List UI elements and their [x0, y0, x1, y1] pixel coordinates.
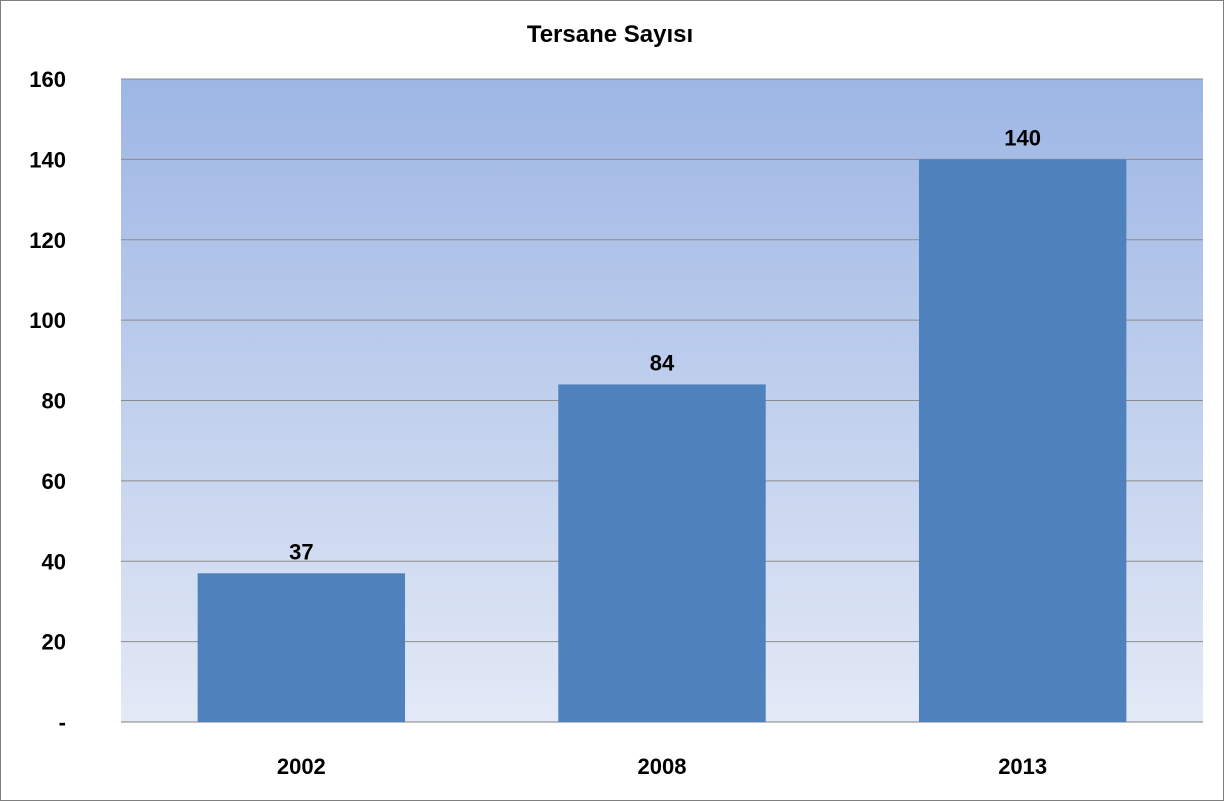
- data-label-2002: 37: [289, 539, 313, 564]
- bar-2002: [197, 573, 406, 722]
- y-tick-label: -: [59, 710, 66, 735]
- bars: [197, 159, 1127, 722]
- bar-2008: [558, 384, 766, 722]
- y-tick-label: 80: [42, 389, 66, 414]
- y-tick-label: 120: [29, 228, 66, 253]
- y-tick-label: 140: [29, 147, 66, 172]
- y-tick-label: 20: [42, 630, 66, 655]
- y-tick-label: 60: [42, 469, 66, 494]
- y-tick-label: 40: [42, 549, 66, 574]
- chart-title: Tersane Sayısı: [527, 21, 693, 48]
- x-tick-label: 2002: [277, 754, 326, 779]
- y-axis-ticks: - 20 40 60 80 100 120 140 160: [29, 67, 66, 735]
- data-labels: 37 84 140: [289, 125, 1041, 564]
- data-label-2013: 140: [1004, 125, 1041, 150]
- x-tick-label: 2008: [638, 754, 687, 779]
- y-tick-label: 160: [29, 67, 66, 92]
- bar-2013: [918, 159, 1127, 722]
- data-label-2008: 84: [650, 350, 675, 375]
- x-axis-ticks: 2002 2008 2013: [277, 754, 1047, 779]
- x-tick-label: 2013: [998, 754, 1047, 779]
- y-tick-label: 100: [29, 308, 66, 333]
